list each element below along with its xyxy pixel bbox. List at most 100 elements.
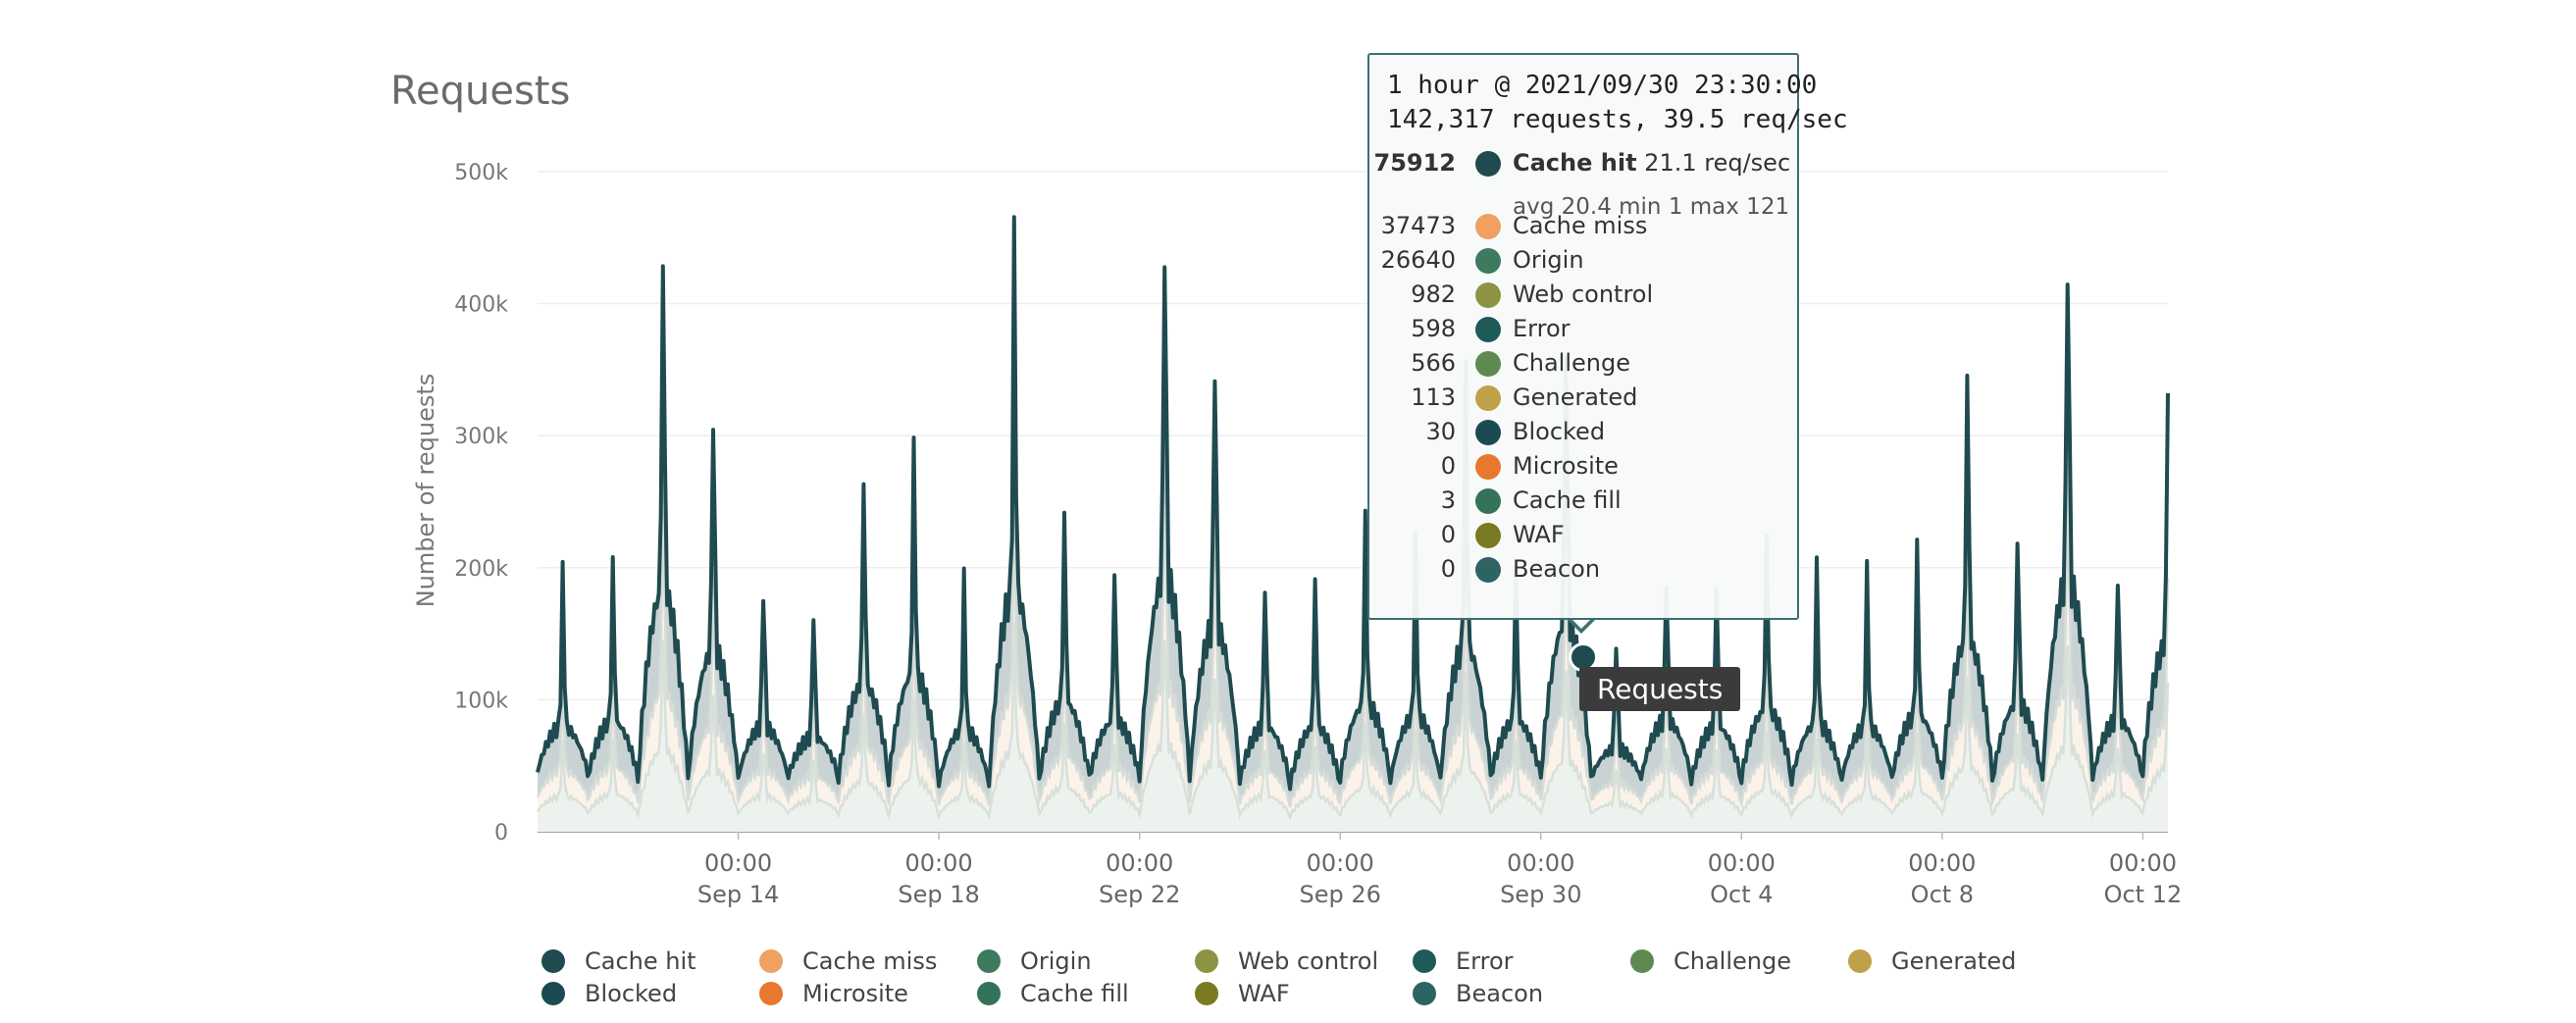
tooltip-row-value: 26640: [1380, 246, 1456, 274]
x-tick-time: 00:00: [704, 849, 772, 877]
chart-legend: Cache hit Cache miss Origin Web control Erro…: [541, 946, 2209, 1014]
x-tick-time: 00:00: [1708, 849, 1776, 877]
legend-label: Beacon: [1456, 980, 1544, 1007]
legend-color-dot: [541, 949, 565, 973]
x-tick-date: Sep 14: [697, 881, 779, 908]
legend-color-dot: [541, 982, 565, 1005]
series-color-dot: [1475, 420, 1501, 445]
origin-line: [537, 622, 2170, 821]
tooltip-row: 75912 Cache hit 21.1 req/sec: [1369, 145, 1801, 179]
x-tick-time: 00:00: [1106, 849, 1173, 877]
x-tick-date: Sep 22: [1099, 881, 1180, 908]
legend-color-dot: [1413, 982, 1436, 1005]
tooltip-row: 598 Error: [1369, 311, 1801, 345]
legend-label: Origin: [1020, 947, 1092, 975]
tooltip-row-value: 37473: [1380, 212, 1456, 239]
legend-color-dot: [759, 949, 783, 973]
legend-label: Cache miss: [802, 947, 938, 975]
tooltip-row-value: 982: [1411, 281, 1456, 308]
legend-color-dot: [977, 949, 1001, 973]
tooltip-row-name: Web control: [1513, 281, 1654, 308]
legend-color-dot: [977, 982, 1001, 1005]
legend-label: Microsite: [802, 980, 908, 1007]
y-tick-label: 500k: [454, 161, 508, 185]
legend-label: WAF: [1238, 980, 1290, 1007]
legend-color-dot: [1195, 949, 1218, 973]
tooltip-row-name: Challenge: [1513, 349, 1630, 377]
legend-color-dot: [1630, 949, 1654, 973]
tooltip-row: 0 Microsite: [1369, 448, 1801, 483]
x-tick-date: Sep 26: [1300, 881, 1381, 908]
tooltip-row-value: 0: [1440, 521, 1456, 548]
tooltip-header: 1 hour @ 2021/09/30 23:30:00 142,317 req…: [1387, 69, 1848, 137]
x-tick-date: Sep 18: [898, 881, 979, 908]
x-tick-time: 00:00: [1507, 849, 1574, 877]
y-tick-label: 200k: [454, 557, 508, 582]
tooltip-row: 113 Generated: [1369, 380, 1801, 414]
tooltip-row: 26640 Origin: [1369, 242, 1801, 277]
legend-label: Cache fill: [1020, 980, 1129, 1007]
tooltip-row-value: 0: [1440, 555, 1456, 583]
tooltip-row: 566 Challenge: [1369, 345, 1801, 380]
series-color-dot: [1475, 523, 1501, 548]
y-tick-label: 100k: [454, 689, 508, 713]
y-axis: 0 100k 200k 300k 400k 500k: [454, 161, 508, 845]
tooltip-row-value: 566: [1411, 349, 1456, 377]
tooltip-row-rate: 21.1 req/sec: [1636, 149, 1791, 177]
x-tick-time: 00:00: [1307, 849, 1374, 877]
legend-color-dot: [759, 982, 783, 1005]
tooltip-row-name: Microsite: [1513, 452, 1619, 480]
series-color-dot: [1475, 351, 1501, 377]
series-color-dot: [1475, 248, 1501, 274]
series-lines: [536, 215, 2170, 821]
tooltip-row-value: 3: [1440, 486, 1456, 514]
tooltip-row-name: Cache fill: [1513, 486, 1622, 514]
x-tick-time: 00:00: [905, 849, 973, 877]
legend-label: Cache hit: [585, 947, 696, 975]
tooltip-row-value: 0: [1440, 452, 1456, 480]
tooltip-row-value: 75912: [1373, 149, 1457, 177]
cache-miss-line: [536, 475, 2170, 808]
legend-label: Challenge: [1674, 947, 1791, 975]
chart-title: Requests: [390, 69, 571, 114]
series-color-dot: [1475, 385, 1501, 411]
legend-label: Error: [1456, 947, 1514, 975]
legend-label: Web control: [1238, 947, 1379, 975]
tooltip-row-name: Origin: [1513, 246, 1584, 274]
hover-series-label: Requests: [1579, 667, 1741, 711]
series-color-dot: [1475, 557, 1501, 583]
series-color-dot: [1475, 214, 1501, 239]
y-tick-label: 300k: [454, 425, 508, 449]
series-color-dot: [1475, 317, 1501, 342]
tooltip-row-name: Blocked: [1513, 418, 1606, 445]
x-tick-date: Oct 4: [1710, 881, 1773, 908]
x-tick-time: 00:00: [1908, 849, 1976, 877]
x-axis: 00:00 Sep 14 00:00 Sep 18 00:00 Sep 22 00:00 Se…: [697, 832, 2182, 908]
tooltip-row: 37473 Cache miss: [1369, 208, 1801, 242]
tooltip-row-name: Generated: [1513, 384, 1638, 411]
series-color-dot: [1475, 488, 1501, 514]
legend-label: Generated: [1891, 947, 2017, 975]
series-color-dot: [1475, 151, 1501, 177]
x-tick-date: Oct 8: [1911, 881, 1974, 908]
tooltip-row-value: 30: [1425, 418, 1456, 445]
x-tick-time: 00:00: [2109, 849, 2177, 877]
tooltip-row-name: Cache miss: [1513, 212, 1648, 239]
x-tick-date: Oct 12: [2104, 881, 2183, 908]
tooltip-row: 3 Cache fill: [1369, 483, 1801, 517]
legend-label: Blocked: [585, 980, 678, 1007]
tooltip-row: 0 WAF: [1369, 517, 1801, 551]
y-tick-label: 400k: [454, 293, 508, 318]
y-axis-label: Number of requests: [412, 374, 439, 608]
tooltip-row: 0 Beacon: [1369, 551, 1801, 586]
tooltip-row-name: Error: [1513, 315, 1571, 342]
legend-color-dot: [1848, 949, 1872, 973]
tooltip-row-name: WAF: [1513, 521, 1565, 548]
tooltip-row-name: Cache hit 21.1 req/sec: [1513, 149, 1790, 177]
x-tick-date: Sep 30: [1500, 881, 1581, 908]
tooltip-row: 30 Blocked: [1369, 414, 1801, 448]
y-tick-label: 0: [494, 821, 508, 845]
legend-color-dot: [1195, 982, 1218, 1005]
series-color-dot: [1475, 454, 1501, 480]
